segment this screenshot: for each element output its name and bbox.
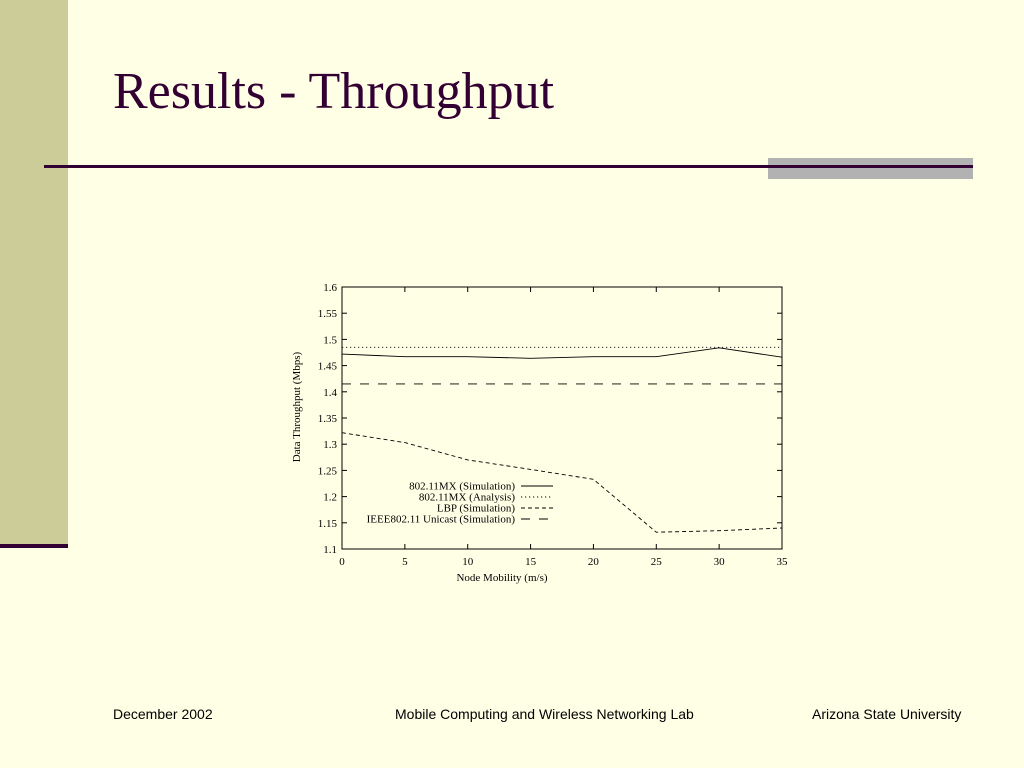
x-tick-label: 15 (525, 556, 537, 568)
y-tick-label: 1.15 (318, 518, 338, 530)
x-tick-label: 5 (402, 556, 408, 568)
left-accent-rule (0, 544, 68, 548)
throughput-chart: 1.1 1.15 1.2 1.25 1.3 1.35 1.4 1.45 1.5 1.55 1.6 0 5… (291, 282, 789, 584)
x-axis-label: Node Mobility (m/s) (456, 572, 547, 584)
slide-title: Results - Throughput (113, 63, 555, 120)
left-accent-band (0, 0, 68, 547)
y-tick-label: 1.55 (318, 308, 338, 320)
y-tick-label: 1.6 (323, 282, 337, 294)
series-line-1 (342, 347, 782, 359)
footer-university: Arizona State University (812, 706, 962, 722)
y-tick-label: 1.3 (323, 439, 337, 451)
x-tick-label: 35 (777, 556, 789, 568)
divider-accent-bar-bottom (768, 168, 973, 179)
y-axis-label: Data Throughput (Mbps) (291, 351, 303, 462)
legend-label: 802.11MX (Simulation) (409, 481, 515, 493)
title-divider (44, 165, 973, 168)
legend-label: IEEE802.11 Unicast (Simulation) (367, 514, 516, 526)
x-tick-label: 30 (714, 556, 726, 568)
y-tick-label: 1.45 (318, 361, 338, 373)
y-tick-label: 1.4 (323, 387, 337, 399)
x-tick-label: 25 (651, 556, 663, 568)
x-tick-label: 0 (339, 556, 345, 568)
x-tick-label: 20 (588, 556, 600, 568)
y-tick-label: 1.1 (323, 544, 337, 556)
plot-frame (341, 286, 783, 550)
y-tick-label: 1.35 (318, 413, 338, 425)
legend-label: LBP (Simulation) (437, 503, 515, 515)
y-tick-label: 1.2 (323, 492, 337, 504)
divider-accent-bar-top (768, 158, 973, 165)
y-tick-label: 1.25 (318, 465, 338, 477)
series-line-3 (342, 432, 782, 533)
x-tick-label: 10 (462, 556, 474, 568)
footer-lab-name: Mobile Computing and Wireless Networking… (395, 706, 694, 722)
legend-label: 802.11MX (Analysis) (419, 492, 515, 504)
y-tick-label: 1.5 (323, 334, 337, 346)
footer-date: December 2002 (113, 706, 213, 722)
